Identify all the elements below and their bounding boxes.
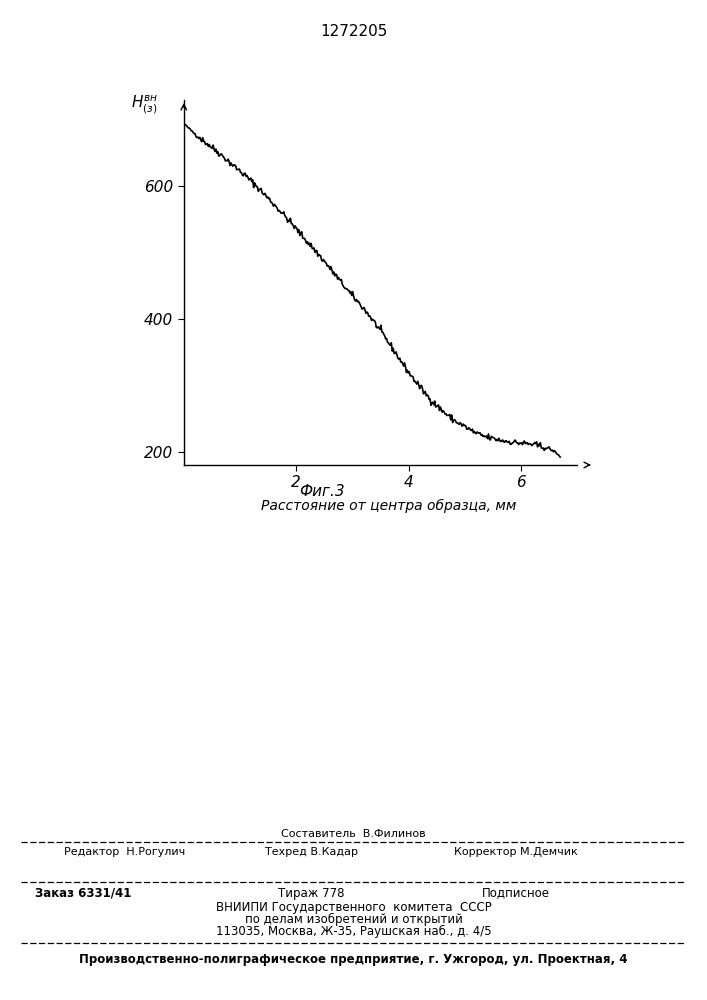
Text: Техред В.Кадар: Техред В.Кадар xyxy=(264,847,358,857)
Text: Заказ 6331/41: Заказ 6331/41 xyxy=(35,886,132,900)
Text: Производственно-полиграфическое предприятие, г. Ужгород, ул. Проектная, 4: Производственно-полиграфическое предприя… xyxy=(79,954,628,966)
Text: ВНИИПИ Государственного  комитета  СССР: ВНИИПИ Государственного комитета СССР xyxy=(216,900,491,914)
Text: Тираж 778: Тираж 778 xyxy=(278,886,344,900)
Text: Составитель  В.Филинов: Составитель В.Филинов xyxy=(281,829,426,839)
Text: $H^{вн}_{(з)}$: $H^{вн}_{(з)}$ xyxy=(132,93,158,115)
Text: 1272205: 1272205 xyxy=(320,24,387,39)
X-axis label: Расстояние от центра образца, мм: Расстояние от центра образца, мм xyxy=(261,499,517,513)
Text: Корректор М.Демчик: Корректор М.Демчик xyxy=(454,847,578,857)
Text: Подписное: Подписное xyxy=(482,886,550,900)
Text: 113035, Москва, Ж-35, Раушская наб., д. 4/5: 113035, Москва, Ж-35, Раушская наб., д. … xyxy=(216,924,491,938)
Text: Редактор  Н.Рогулич: Редактор Н.Рогулич xyxy=(64,847,185,857)
Text: по делам изобретений и открытий: по делам изобретений и открытий xyxy=(245,912,462,926)
Text: Фиг.3: Фиг.3 xyxy=(299,485,344,499)
